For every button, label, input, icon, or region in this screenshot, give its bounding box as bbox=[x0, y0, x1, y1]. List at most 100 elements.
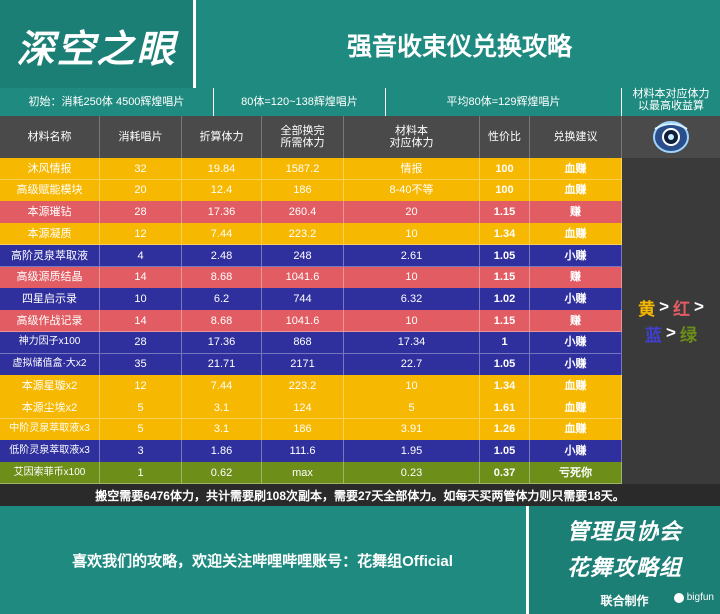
table-cell: 1.15 bbox=[480, 310, 530, 333]
table-cell: 111.6 bbox=[262, 440, 344, 463]
table-cell: 10 bbox=[100, 288, 182, 311]
table-cell: 12.4 bbox=[182, 179, 262, 202]
column-header-line1: 性价比 bbox=[488, 131, 521, 143]
material-name: 高级赋能模块 bbox=[0, 179, 100, 202]
advice-cell: 血赚 bbox=[530, 179, 622, 202]
material-name: 本源璀钻 bbox=[0, 201, 100, 224]
table-cell: 28 bbox=[100, 331, 182, 355]
table-cell: 22.7 bbox=[344, 353, 480, 376]
column-header: 材料本 对应体力 bbox=[344, 116, 480, 158]
table-cell: 19.84 bbox=[182, 158, 262, 181]
table-cell: 1 bbox=[100, 462, 182, 485]
table-cell: 10 bbox=[344, 375, 480, 398]
table-cell: 10 bbox=[344, 310, 480, 333]
column-header-line2: 对应体力 bbox=[389, 137, 434, 149]
material-image-panel bbox=[622, 116, 720, 158]
table-cell: 868 bbox=[262, 331, 344, 355]
advice-cell: 小赚 bbox=[530, 288, 622, 311]
table-cell: 0.37 bbox=[480, 462, 530, 485]
column-header-line1: 折算体力 bbox=[199, 131, 244, 143]
table-cell: max bbox=[262, 462, 344, 485]
table-cell: 1.02 bbox=[480, 288, 530, 311]
legend-yellow: 黄 bbox=[638, 299, 656, 319]
table-cell: 3.91 bbox=[344, 418, 480, 441]
table-cell: 1.61 bbox=[480, 397, 530, 420]
table-cell: 7.44 bbox=[182, 375, 262, 398]
table-cell: 32 bbox=[100, 158, 182, 181]
info-bar bbox=[0, 88, 720, 116]
table-cell: 1.05 bbox=[480, 440, 530, 463]
legend-line1: 黄 > 红 > bbox=[622, 296, 720, 319]
info-start: 初始：消耗250体 4500辉煌唱片 bbox=[0, 88, 214, 116]
table-cell: 1.86 bbox=[182, 440, 262, 463]
table-cell: 1587.2 bbox=[262, 158, 344, 181]
table-cell: 1.34 bbox=[480, 223, 530, 246]
info-note-line2: 以最高收益算 bbox=[638, 100, 704, 112]
page-title: 强音收束仪兑换攻略 bbox=[346, 33, 572, 61]
info-note: 材料本对应体力 以最高收益算 bbox=[622, 82, 720, 118]
legend-arrow: > bbox=[694, 297, 704, 316]
column-header-line1: 材料名称 bbox=[27, 131, 72, 143]
table-cell: 28 bbox=[100, 201, 182, 224]
table-cell: 1041.6 bbox=[262, 310, 344, 333]
material-name: 艾因索菲币x100 bbox=[0, 462, 100, 485]
material-name: 神力因子x100 bbox=[0, 331, 100, 355]
column-header: 材料名称 bbox=[0, 116, 100, 158]
table-cell: 20 bbox=[344, 201, 480, 224]
table-cell: 35 bbox=[100, 353, 182, 376]
material-name: 高级源质结晶 bbox=[0, 266, 100, 289]
advice-cell: 赚 bbox=[530, 310, 622, 333]
table-cell: 17.36 bbox=[182, 331, 262, 355]
advice-cell: 血赚 bbox=[530, 397, 622, 420]
bigfun-icon bbox=[673, 592, 684, 603]
column-header-line1: 材料本 bbox=[395, 125, 428, 137]
column-header-line1: 全部换完 bbox=[280, 125, 325, 137]
material-name: 高阶灵泉萃取液 bbox=[0, 244, 100, 268]
table-cell: 7.44 bbox=[182, 223, 262, 246]
table-cell: 1.05 bbox=[480, 244, 530, 268]
table-cell: 1.15 bbox=[480, 266, 530, 289]
guide-group-logo: 花舞攻略组 bbox=[566, 555, 682, 580]
table-cell: 14 bbox=[100, 310, 182, 333]
column-header: 兑换建议 bbox=[530, 116, 622, 158]
column-header-line1: 消耗唱片 bbox=[118, 131, 163, 143]
table-cell: 3 bbox=[100, 440, 182, 463]
table-cell: 260.4 bbox=[262, 201, 344, 224]
table-cell: 5 bbox=[344, 397, 480, 420]
table-cell: 744 bbox=[262, 288, 344, 311]
legend-green: 绿 bbox=[679, 325, 697, 345]
advice-cell: 赚 bbox=[530, 266, 622, 289]
table-cell: 5 bbox=[100, 418, 182, 441]
table-cell: 17.34 bbox=[344, 331, 480, 355]
logo-text: 深空之眼 bbox=[16, 26, 177, 71]
table-cell: 186 bbox=[262, 418, 344, 441]
column-header: 性价比 bbox=[480, 116, 530, 158]
table-cell: 10 bbox=[344, 266, 480, 289]
table-cell: 5 bbox=[100, 397, 182, 420]
info-ratio: 80体=120~138辉煌唱片 bbox=[214, 88, 386, 116]
table-cell: 1.15 bbox=[480, 201, 530, 224]
footer-logo-panel: 管理员协会 花舞攻略组 联合制作 bigfun bbox=[526, 506, 720, 614]
advice-cell: 赚 bbox=[530, 201, 622, 224]
table-cell: 21.71 bbox=[182, 353, 262, 376]
material-name: 本源凝质 bbox=[0, 223, 100, 246]
material-name: 本源尘埃x2 bbox=[0, 397, 100, 420]
legend-blue: 蓝 bbox=[645, 325, 663, 345]
column-header-line2: 所需体力 bbox=[280, 137, 325, 149]
table-cell: 20 bbox=[100, 179, 182, 202]
summary-text: 搬空需要6476体力，共计需要刷108次副本，需要27天全部体力。如每天买两管体… bbox=[95, 488, 625, 503]
table-cell: 8-40不等 bbox=[344, 179, 480, 202]
table-cell: 2171 bbox=[262, 353, 344, 376]
legend-line2: 蓝 > 绿 bbox=[622, 322, 720, 345]
advice-cell: 小赚 bbox=[530, 353, 622, 376]
table-cell: 1.26 bbox=[480, 418, 530, 441]
advice-cell: 亏死你 bbox=[530, 462, 622, 485]
table-cell: 100 bbox=[480, 179, 530, 202]
info-note-line1: 材料本对应体力 bbox=[632, 88, 710, 100]
column-header-line1: 兑换建议 bbox=[553, 131, 598, 143]
material-name: 本源星璇x2 bbox=[0, 375, 100, 398]
table-cell: 17.36 bbox=[182, 201, 262, 224]
table-cell: 8.68 bbox=[182, 266, 262, 289]
advice-cell: 血赚 bbox=[530, 158, 622, 181]
table-cell: 情报 bbox=[344, 158, 480, 181]
